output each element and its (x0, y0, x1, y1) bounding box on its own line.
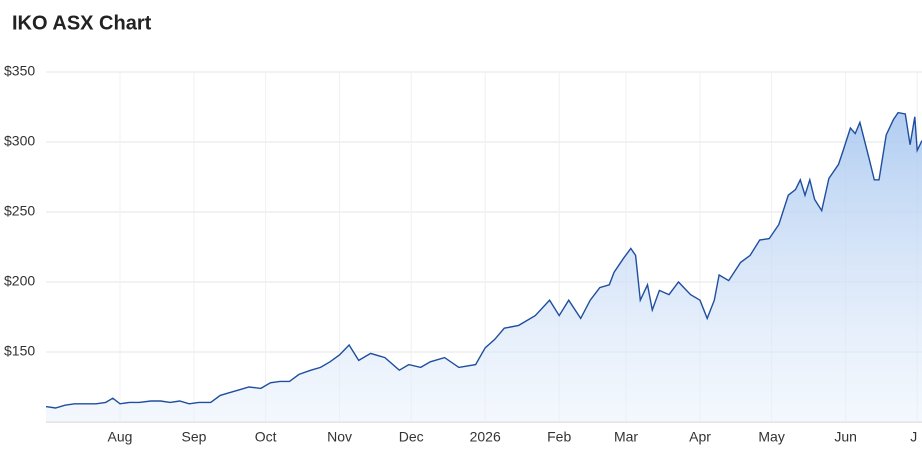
x-tick-label: J (910, 429, 917, 445)
y-tick-label: $200 (4, 273, 35, 289)
area-fill (46, 112, 922, 422)
chart-title: IKO ASX Chart (12, 12, 152, 34)
x-tick-label: Apr (689, 429, 711, 445)
x-tick-label: 2026 (470, 429, 501, 445)
x-tick-label: Sep (182, 429, 207, 445)
y-tick-label: $350 (4, 63, 35, 79)
x-tick-label: Jun (834, 429, 857, 445)
x-tick-label: Nov (327, 429, 352, 445)
price-line (45, 111, 922, 409)
y-tick-label: $300 (4, 133, 35, 149)
x-tick-label: Aug (108, 429, 133, 445)
x-tick-label: Dec (399, 429, 424, 445)
y-tick-label: $250 (4, 203, 35, 219)
x-tick-label: May (758, 429, 784, 445)
x-tick-label: Oct (255, 429, 277, 445)
y-tick-label: $150 (4, 343, 35, 359)
x-tick-label: Mar (614, 429, 638, 445)
x-tick-label: Feb (547, 429, 571, 445)
